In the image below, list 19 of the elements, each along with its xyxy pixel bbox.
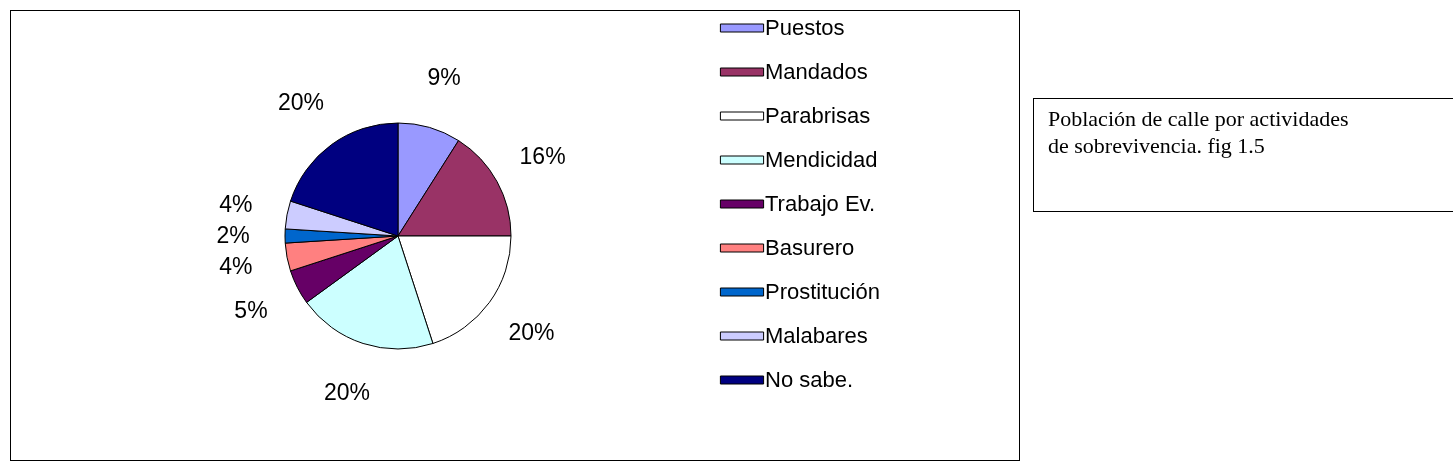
legend-label: Mendicidad (765, 147, 878, 172)
legend-label: Mandados (765, 59, 868, 84)
legend-label: Parabrisas (765, 103, 871, 128)
data-label: 2% (216, 222, 250, 248)
legend-label: No sabe. (765, 367, 854, 392)
data-label: 5% (234, 296, 268, 323)
legend-label: Puestos (765, 15, 845, 40)
data-label: 20% (508, 318, 555, 345)
legend-label: Basurero (765, 235, 855, 260)
data-label: 20% (323, 378, 371, 405)
data-label: 20% (277, 88, 325, 115)
legend-label: Malabares (765, 323, 868, 348)
caption-box: Población de calle por actividades de sobrevivencia. fig 1.5 (1033, 98, 1453, 212)
data-label: 4% (219, 252, 253, 279)
data-label: 4% (219, 191, 253, 218)
data-label: 16% (519, 142, 566, 169)
legend-label: Trabajo Ev. (765, 191, 876, 216)
data-label: 9% (427, 63, 461, 90)
legend-label: Prostitución (765, 279, 880, 304)
